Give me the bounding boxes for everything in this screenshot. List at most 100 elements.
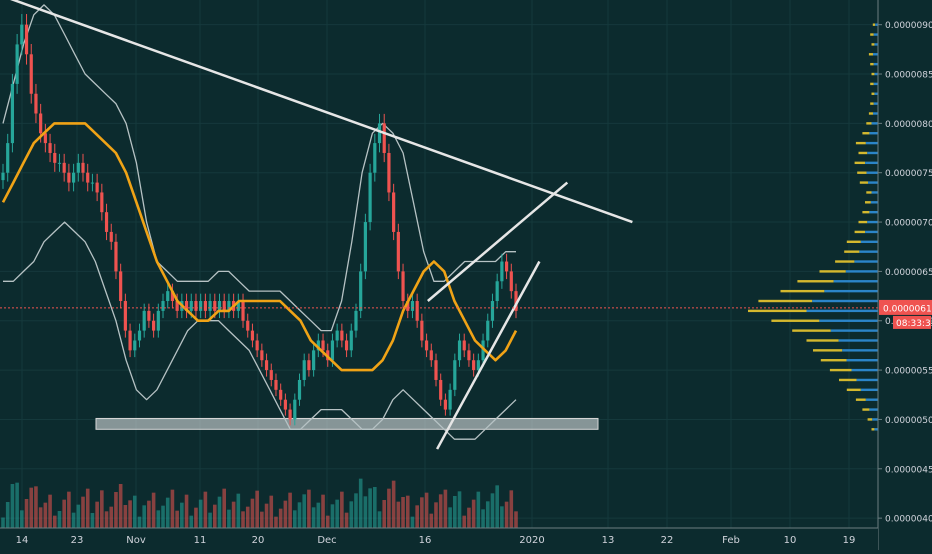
profile-bar-buy [865,398,878,401]
candle-body [104,212,109,232]
profile-bar-buy [860,240,878,243]
profile-bar-buy [873,102,878,105]
profile-bar-buy [833,280,878,283]
volume-bar [429,513,434,528]
time-tick-label: 2020 [519,535,544,546]
profile-bar-buy [860,388,878,392]
volume-bar [231,501,236,528]
candle-body [335,330,339,341]
candle-body [62,162,66,173]
candle-body [90,182,95,184]
candle-body [86,172,90,183]
candle-body [199,301,203,311]
profile-bar-buy [872,112,878,115]
candle-body [15,44,19,84]
volume-bar [137,516,142,528]
volume-bar [29,487,34,528]
candle-body [443,399,448,410]
volume-bar [15,482,19,528]
profile-bar-sell [854,230,866,234]
profile-bar-sell [871,92,875,95]
candle-body [321,340,325,351]
volume-bar [20,510,24,528]
trendlines[interactable] [0,0,633,450]
candle-body [34,93,38,114]
volume-bar [180,502,184,528]
candle-body [288,409,292,420]
candle-body [363,222,367,272]
candle-body [340,330,344,341]
volume-bar [95,501,99,528]
profile-bar-buy [824,289,878,293]
candle-body [349,330,353,351]
volume-bar [387,488,391,528]
volume-bar [453,496,457,528]
volume-bar [335,499,339,528]
candle-body [24,24,29,55]
candle-body [147,310,151,321]
candle-body [415,301,419,321]
profile-bar-buy [865,161,878,165]
moving-average [1,122,518,372]
candle-body [354,310,358,331]
profile-bar-sell [872,23,876,26]
profile-bar-sell [871,43,875,46]
volume-bar [373,487,377,528]
volume-bar [236,493,241,528]
candle-body [406,301,410,311]
volume-bar [490,493,495,528]
candle-body [500,261,504,282]
volume-bar [222,488,227,528]
time-tick-label: 23 [71,535,84,546]
volume-bar [467,507,471,528]
candle-body [194,301,198,311]
volume-bar [264,503,269,528]
volume-bar [382,500,387,528]
profile-bar-sell [854,161,866,165]
candle-body [236,301,240,311]
volume-bar [330,504,335,528]
candle-body [434,360,438,380]
volume-bar [401,497,405,528]
profile-bar-buy [854,260,878,263]
candle-body [509,271,513,292]
volume-bar [118,484,123,528]
volume-bar [5,502,10,528]
volume-bar [321,494,325,528]
volume-bar [189,515,194,528]
candle-body [142,310,146,331]
sma-line [1,122,518,372]
volume-bar [481,509,485,528]
profile-bar-buy [812,299,878,303]
candle-body [137,330,142,341]
volume-bar [85,488,90,528]
profile-bar-buy [874,43,878,46]
profile-bar-sell [870,82,874,86]
profile-bar-buy [872,418,878,421]
time-axis[interactable]: 14 23 Nov 11 20 Dec 16 2020 13 22 Feb 10 19 [0,527,878,550]
candle-body [241,301,245,321]
profile-bar-buy [865,230,878,234]
volume-bar [448,507,452,528]
candle-body [297,379,302,400]
profile-bar-buy [856,378,878,382]
volume-bar [57,511,62,528]
support-zone [95,417,599,430]
volume-bar [471,499,476,528]
volume-bar [128,500,132,528]
volume-bar [52,515,57,528]
candle-body [410,301,415,311]
volume-bar [424,492,429,528]
candle-body [114,241,118,272]
volume-bar [245,506,250,528]
candle-body [368,172,372,223]
profile-bar-sell [846,388,861,392]
candle-body [401,271,405,302]
